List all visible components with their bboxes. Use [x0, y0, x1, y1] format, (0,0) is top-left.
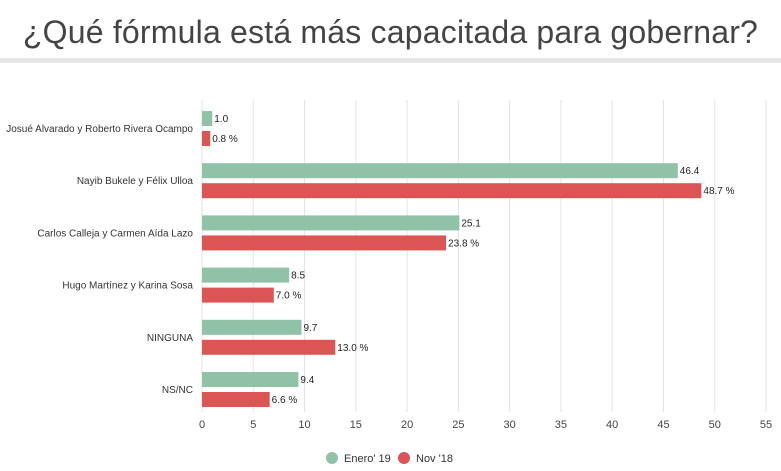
x-tick-label: 0 — [199, 419, 205, 431]
x-tick-label: 15 — [350, 419, 362, 431]
bar-enero-19 — [202, 372, 299, 387]
legend[interactable]: Enero' 19 Nov '18 — [326, 452, 453, 465]
title-divider — [0, 58, 781, 63]
data-label: 0.8 % — [212, 134, 238, 145]
bar-nov-18 — [202, 183, 702, 199]
data-labels: 1.0 0.8 % 46.448.7 % 25.1 23.8 % 8.5 7.0 % 9.7 1… — [212, 114, 734, 406]
chart-title: ¿Qué fórmula está más capacitada para go… — [22, 14, 759, 50]
x-tick-label: 45 — [657, 419, 669, 431]
category-label: Hugo Martínez y Karina Sosa — [62, 281, 193, 292]
data-label: 7.0 % — [276, 291, 302, 302]
x-tick-label: 30 — [504, 419, 516, 431]
legend-marker-enero-19[interactable] — [326, 452, 338, 464]
category-label: NS/NC — [162, 385, 193, 396]
data-label: 9.4 — [300, 375, 314, 386]
bar-enero-19 — [202, 215, 460, 231]
legend-label-enero-19[interactable]: Enero' 19 — [344, 453, 391, 465]
grid-lines — [201, 100, 767, 412]
data-label: 9.7 — [303, 323, 317, 334]
category-label: NINGUNA — [147, 333, 193, 344]
x-tick-label: 10 — [298, 419, 310, 431]
category-labels: Josué Alvarado y Roberto Rivera Ocampo Na… — [6, 124, 193, 396]
data-label: 8.5 — [291, 271, 305, 282]
bar-enero-19 — [202, 267, 290, 283]
bars — [202, 111, 702, 407]
data-label: 48.7 % — [703, 186, 734, 197]
category-label: Nayib Bukele y Félix Ulloa — [77, 176, 194, 187]
bar-enero-19 — [202, 111, 213, 126]
legend-label-nov-18[interactable]: Nov '18 — [416, 453, 453, 465]
data-label: 1.0 — [214, 114, 228, 125]
bar-nov-18 — [202, 235, 447, 251]
x-tick-label: 20 — [401, 419, 413, 431]
data-label: 23.8 % — [448, 238, 479, 249]
bar-enero-19 — [202, 319, 302, 335]
category-label: Josué Alvarado y Roberto Rivera Ocampo — [6, 124, 193, 135]
bar-nov-18 — [202, 392, 270, 407]
x-tick-label: 50 — [709, 419, 721, 431]
data-label: 46.4 — [680, 166, 700, 177]
x-tick-label: 25 — [452, 419, 464, 431]
category-label: Carlos Calleja y Carmen Aída Lazo — [37, 228, 193, 239]
bar-nov-18 — [202, 287, 274, 303]
x-tick-label: 55 — [760, 419, 772, 431]
legend-marker-nov-18[interactable] — [398, 452, 410, 464]
data-label: 25.1 — [461, 218, 481, 229]
bar-nov-18 — [202, 339, 336, 355]
x-axis-ticks: 0 5 10 15 20 25 30 35 40 45 50 55 — [199, 419, 772, 431]
bar-enero-19 — [202, 163, 678, 179]
x-tick-label: 40 — [606, 419, 618, 431]
x-tick-label: 5 — [250, 419, 256, 431]
x-tick-label: 35 — [555, 419, 567, 431]
data-label: 13.0 % — [337, 343, 368, 354]
data-label: 6.6 % — [272, 395, 298, 406]
bar-nov-18 — [202, 131, 211, 146]
